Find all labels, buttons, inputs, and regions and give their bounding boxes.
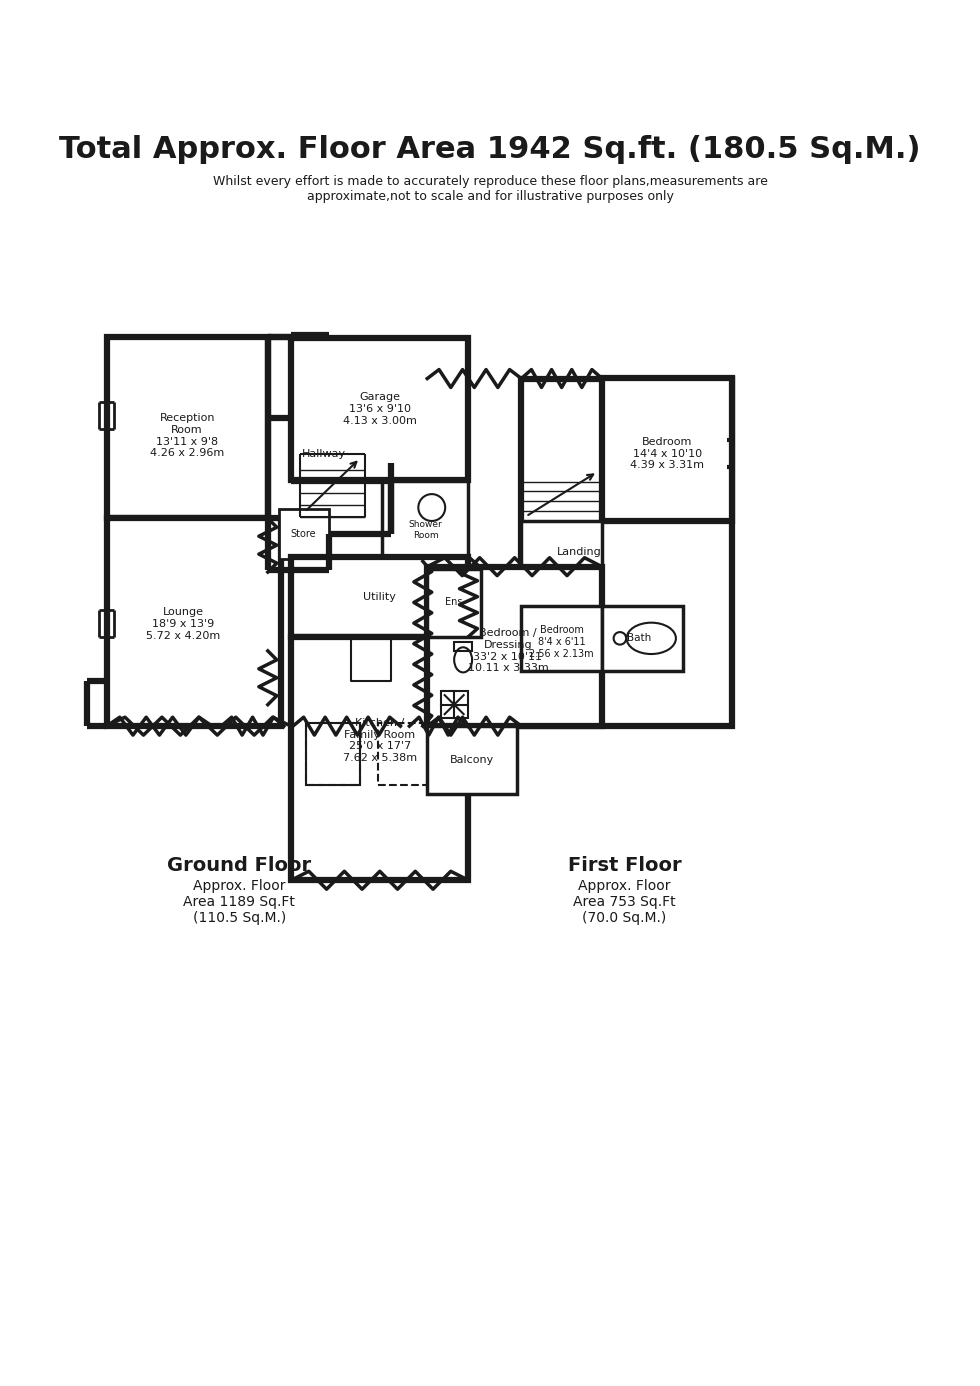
Bar <box>427 570 481 636</box>
Text: First Floor: First Floor <box>567 857 681 876</box>
Text: Shower
Room: Shower Room <box>409 520 442 539</box>
Text: Ground Floor: Ground Floor <box>167 857 312 876</box>
Text: Ens: Ens <box>446 596 463 607</box>
Bar <box>307 722 360 786</box>
Bar <box>454 642 472 651</box>
Text: Lounge
18'9 x 13'9
5.72 x 4.20m: Lounge 18'9 x 13'9 5.72 x 4.20m <box>146 607 220 640</box>
Bar <box>602 377 732 521</box>
Text: Bedroom
14'4 x 10'10
4.39 x 3.31m: Bedroom 14'4 x 10'10 4.39 x 3.31m <box>630 437 705 470</box>
Text: Total Approx. Floor Area 1942 Sq.ft. (180.5 Sq.M.): Total Approx. Floor Area 1942 Sq.ft. (18… <box>59 134 921 164</box>
Bar <box>378 722 432 786</box>
Text: Bedroom
8'4 x 6'11
2.56 x 2.13m: Bedroom 8'4 x 6'11 2.56 x 2.13m <box>529 625 594 658</box>
Text: Reception
Room
13'11 x 9'8
4.26 x 2.96m: Reception Room 13'11 x 9'8 4.26 x 2.96m <box>150 413 224 459</box>
Text: Garage
13'6 x 9'10
4.13 x 3.00m: Garage 13'6 x 9'10 4.13 x 3.00m <box>343 392 416 426</box>
Text: Store: Store <box>291 529 317 539</box>
Bar <box>427 567 602 726</box>
Bar <box>279 509 328 559</box>
Bar <box>602 606 683 671</box>
Bar <box>107 337 268 518</box>
Text: Approx. Floor
Area 1189 Sq.Ft
(110.5 Sq.M.): Approx. Floor Area 1189 Sq.Ft (110.5 Sq.… <box>183 879 295 924</box>
Bar <box>107 518 281 726</box>
Bar <box>291 636 468 880</box>
Text: Whilst every effort is made to accurately reproduce these floor plans,measuremen: Whilst every effort is made to accuratel… <box>213 176 767 204</box>
Bar <box>521 521 602 606</box>
Text: Hallway: Hallway <box>302 449 346 459</box>
Text: Approx. Floor
Area 753 Sq.Ft
(70.0 Sq.M.): Approx. Floor Area 753 Sq.Ft (70.0 Sq.M.… <box>573 879 675 924</box>
Bar <box>521 606 602 671</box>
Bar <box>291 338 468 480</box>
Bar <box>382 481 467 557</box>
Text: Kitchen /
Family Room
25'0 x 17'7
7.62 x 5.38m: Kitchen / Family Room 25'0 x 17'7 7.62 x… <box>343 718 416 762</box>
Bar <box>307 722 360 786</box>
Text: Bedroom /
Dressing
33'2 x 10'11
10.11 x 3.33m: Bedroom / Dressing 33'2 x 10'11 10.11 x … <box>467 628 548 674</box>
Bar <box>521 378 732 726</box>
Text: Bath: Bath <box>627 633 652 643</box>
Bar <box>427 726 516 794</box>
Text: Balcony: Balcony <box>450 755 494 765</box>
Text: Landing: Landing <box>558 547 602 557</box>
Bar <box>441 692 467 718</box>
Text: Utility: Utility <box>364 592 396 602</box>
Bar <box>291 557 468 636</box>
